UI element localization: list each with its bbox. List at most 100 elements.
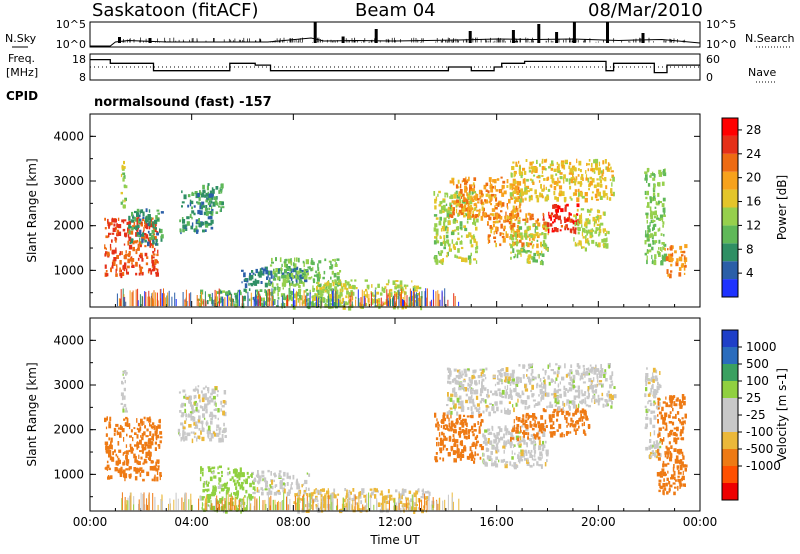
power-data-cell — [464, 227, 468, 232]
power-data-cell — [218, 205, 221, 208]
power-data-cell — [330, 298, 334, 302]
power-data-cell — [251, 270, 254, 273]
power-data-cell — [491, 193, 494, 197]
velocity-data-cell — [515, 379, 519, 383]
power-data-cell — [122, 272, 125, 276]
velocity-data-cell — [461, 401, 464, 407]
power-data-cell — [541, 170, 544, 174]
power-data-cell — [473, 207, 476, 212]
power-near-range-streak — [394, 294, 396, 307]
power-data-cell — [276, 305, 279, 308]
velocity-data-cell — [207, 425, 211, 431]
velocity-data-cell — [567, 389, 569, 393]
power-near-range-streak — [163, 293, 165, 307]
velocity-data-cell — [499, 428, 503, 433]
power-data-cell — [322, 285, 326, 289]
power-data-cell — [488, 177, 492, 182]
power-data-cell — [496, 178, 500, 181]
power-data-cell — [475, 204, 478, 209]
velocity-data-cell — [182, 389, 186, 393]
power-data-cell — [128, 224, 131, 229]
power-data-cell — [648, 228, 651, 233]
power-data-cell — [646, 259, 648, 265]
power-data-cell — [284, 269, 287, 274]
power-data-cell — [275, 257, 277, 262]
velocity-data-cell — [484, 429, 488, 433]
power-data-cell — [314, 303, 316, 308]
power-data-cell — [412, 286, 416, 291]
velocity-data-cell — [663, 487, 667, 491]
velocity-data-cell — [216, 432, 220, 437]
power-data-cell — [144, 252, 148, 257]
velocity-data-cell — [447, 380, 450, 384]
nsky-spike — [313, 22, 317, 43]
power-data-cell — [149, 243, 153, 246]
power-data-cell — [154, 223, 157, 228]
velocity-data-cell — [274, 484, 276, 489]
power-data-cell — [152, 224, 155, 229]
power-data-cell — [208, 223, 211, 226]
power-data-cell — [282, 278, 287, 283]
power-data-cell — [512, 222, 516, 228]
velocity-data-cell — [384, 495, 388, 500]
power-data-cell — [499, 232, 502, 237]
power-data-cell — [397, 305, 399, 310]
velocity-data-cell — [516, 430, 519, 434]
velocity-data-cell — [448, 429, 451, 432]
power-data-cell — [587, 238, 589, 242]
velocity-data-cell — [110, 441, 112, 446]
power-data-cell — [544, 159, 547, 163]
power-data-cell — [644, 240, 647, 245]
velocity-data-cell — [672, 395, 676, 399]
power-near-range-streak — [305, 295, 306, 307]
velocity-data-cell — [487, 432, 491, 435]
power-data-cell — [576, 197, 580, 203]
power-data-cell — [156, 268, 159, 273]
velocity-data-cell — [227, 502, 231, 505]
velocity-data-cell — [491, 458, 493, 462]
power-data-cell — [659, 201, 662, 204]
power-data-cell — [656, 214, 659, 218]
power-data-cell — [135, 262, 138, 267]
power-data-cell — [506, 179, 509, 184]
velocity-data-cell — [527, 406, 529, 410]
velocity-data-cell — [597, 368, 600, 372]
velocity-data-cell — [455, 422, 459, 425]
velocity-data-cell — [581, 389, 583, 394]
velocity-data-cell — [564, 363, 566, 369]
power-data-cell — [202, 189, 206, 194]
velocity-data-cell — [568, 412, 571, 416]
power-data-cell — [154, 227, 157, 230]
velocity-data-cell — [194, 394, 197, 399]
power-data-cell — [527, 225, 531, 231]
velocity-data-cell — [517, 380, 520, 384]
velocity-data-cell — [444, 427, 447, 430]
velocity-data-cell — [377, 490, 379, 493]
power-data-cell — [323, 270, 326, 275]
power-data-cell — [351, 284, 355, 290]
velocity-data-cell — [670, 401, 672, 405]
power-data-cell — [310, 267, 313, 272]
power-data-cell — [523, 170, 527, 175]
velocity-data-cell — [524, 449, 527, 454]
power-data-cell — [676, 258, 679, 263]
nsky-spike — [148, 38, 152, 43]
velocity-data-cell — [665, 425, 668, 430]
power-data-cell — [138, 241, 143, 246]
power-data-cell — [475, 214, 479, 217]
velocity-data-cell — [134, 444, 138, 447]
power-near-range-streak — [144, 291, 146, 307]
velocity-data-cell — [279, 480, 283, 485]
power-data-cell — [472, 182, 475, 186]
power-data-cell — [572, 226, 575, 231]
power-data-cell — [269, 270, 273, 276]
power-data-cell — [513, 187, 517, 190]
velocity-data-cell — [556, 370, 560, 375]
power-data-cell — [354, 285, 356, 289]
power-data-cell — [546, 228, 548, 231]
velocity-data-cell — [573, 400, 576, 405]
velocity-data-cell — [655, 455, 659, 459]
velocity-data-cell — [373, 487, 376, 491]
velocity-data-cell — [181, 412, 184, 416]
power-data-cell — [467, 255, 472, 260]
